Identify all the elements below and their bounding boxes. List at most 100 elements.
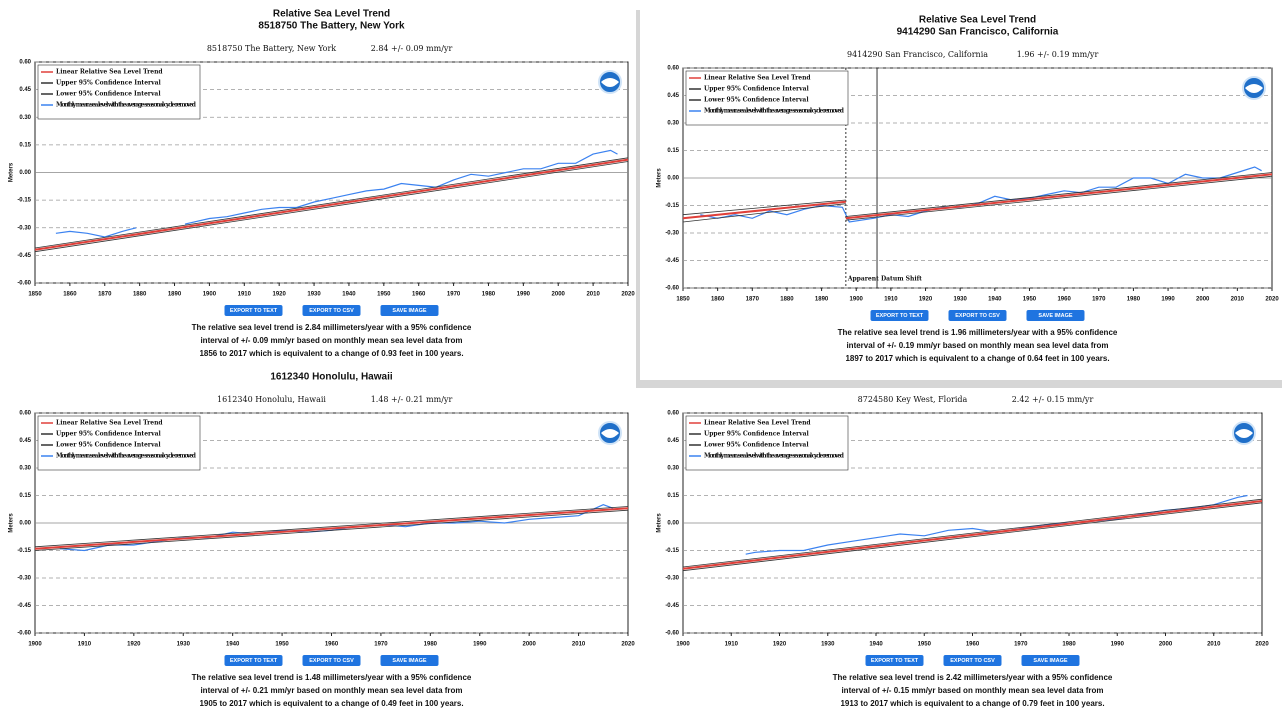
legend-label: Upper 95% Confidence Interval [56, 431, 162, 438]
button-label[interactable]: EXPORT TO CSV [309, 308, 354, 314]
button[interactable] [302, 655, 361, 666]
caption: The relative sea level trend is 1.96 mil… [838, 328, 1118, 337]
chart-subtitle: 9414290 San Francisco, California [897, 27, 1059, 38]
y-tick-label: -0.15 [17, 548, 31, 554]
caption: 1913 to 2017 which is equivalent to a ch… [840, 699, 1104, 708]
x-tick-label: 1990 [473, 642, 487, 648]
x-tick-label: 2000 [552, 292, 566, 298]
plot-title: 9414290 San Francisco, California [847, 50, 988, 59]
y-tick-label: -0.45 [665, 603, 679, 609]
y-axis-label: Meters [657, 513, 663, 533]
x-tick-label: 2020 [1265, 297, 1279, 303]
x-tick-label: 1960 [412, 292, 426, 298]
y-tick-label: 0.60 [19, 411, 31, 417]
legend-label: Upper 95% Confidence Interval [56, 80, 162, 87]
x-tick-label: 1950 [1023, 297, 1037, 303]
trend-line [34, 157, 629, 249]
button-label[interactable]: SAVE IMAGE [1033, 658, 1067, 664]
legend-label: Lower 95% Confidence Interval [704, 442, 809, 449]
legend-label: Upper 95% Confidence Interval [704, 431, 810, 438]
x-tick-label: 2020 [621, 292, 635, 298]
y-tick-label: -0.60 [17, 281, 31, 287]
button-label[interactable]: SAVE IMAGE [392, 308, 426, 314]
x-tick-label: 1940 [226, 642, 240, 648]
rate: 2.42 +/- 0.15 mm/yr [1012, 395, 1094, 404]
rate: 1.48 +/- 0.21 mm/yr [371, 395, 453, 404]
y-axis-label: Meters [657, 168, 663, 188]
caption: 1897 to 2017 which is equivalent to a ch… [845, 354, 1109, 363]
legend [37, 415, 201, 471]
button-label[interactable]: EXPORT TO CSV [950, 658, 995, 664]
legend-label: Monthly mean sea level with the average … [704, 108, 845, 115]
caption: The relative sea level trend is 2.84 mil… [192, 323, 472, 332]
trend-line [682, 173, 1273, 220]
button[interactable] [1021, 655, 1080, 666]
button[interactable] [380, 655, 439, 666]
y-tick-label: 0.30 [667, 466, 679, 472]
caption: interval of +/- 0.15 mm/yr based on mont… [841, 686, 1103, 695]
plot-title: 8518750 The Battery, New York [207, 44, 336, 53]
button[interactable] [224, 655, 283, 666]
button-label[interactable]: EXPORT TO TEXT [871, 658, 919, 664]
button-label[interactable]: SAVE IMAGE [1038, 313, 1072, 319]
x-tick-label: 2020 [1255, 642, 1269, 648]
noaa-logo-bird [1245, 84, 1263, 93]
button[interactable] [948, 310, 1007, 321]
button[interactable] [224, 305, 283, 316]
button-label[interactable]: EXPORT TO CSV [309, 658, 354, 664]
y-tick-label: 0.45 [19, 438, 31, 444]
x-tick-label: 1970 [374, 642, 388, 648]
button-label[interactable]: EXPORT TO TEXT [230, 658, 278, 664]
x-tick-label: 1980 [1062, 642, 1076, 648]
trend-line [34, 158, 629, 251]
y-tick-label: 0.45 [667, 93, 679, 99]
x-tick-label: 1850 [676, 297, 690, 303]
button[interactable] [1026, 310, 1085, 321]
button[interactable] [943, 655, 1002, 666]
y-tick-label: -0.60 [17, 631, 31, 637]
x-tick-label: 1990 [1111, 642, 1125, 648]
y-tick-label: 0.30 [19, 115, 31, 121]
y-tick-label: 0.45 [19, 87, 31, 93]
noaa-logo-bird [1235, 429, 1253, 438]
y-tick-label: 0.60 [19, 60, 31, 66]
x-tick-label: 2000 [522, 642, 536, 648]
button-label[interactable]: EXPORT TO TEXT [230, 308, 278, 314]
y-tick-label: 0.15 [19, 493, 31, 499]
x-tick-label: 1980 [482, 292, 496, 298]
caption: The relative sea level trend is 1.48 mil… [192, 673, 472, 682]
x-tick-label: 1930 [307, 292, 321, 298]
button[interactable] [380, 305, 439, 316]
chart-panel: 1612340 Honolulu, Hawaii 1612340 Honolulu… [0, 368, 640, 713]
legend-label: Linear Relative Sea Level Trend [56, 69, 163, 76]
y-tick-label: -0.45 [17, 253, 31, 259]
x-tick-label: 2020 [621, 642, 635, 648]
button[interactable] [302, 305, 361, 316]
x-tick-label: 2010 [572, 642, 586, 648]
noaa-logo-bird [601, 78, 619, 87]
button[interactable] [865, 655, 924, 666]
button-label[interactable]: EXPORT TO TEXT [876, 313, 924, 319]
chart-panel: 8724580 Key West, Florida 2.42 +/- 0.15 m… [640, 385, 1282, 713]
trend-line [34, 161, 629, 253]
x-tick-label: 1910 [884, 297, 898, 303]
button[interactable] [870, 310, 929, 321]
legend-label: Upper 95% Confidence Interval [704, 86, 810, 93]
legend-label: Linear Relative Sea Level Trend [704, 75, 811, 82]
x-tick-label: 1960 [325, 642, 339, 648]
y-tick-label: -0.45 [17, 603, 31, 609]
button-label[interactable]: EXPORT TO CSV [955, 313, 1000, 319]
caption: interval of +/- 0.19 mm/yr based on mont… [846, 341, 1108, 350]
rate: 1.96 +/- 0.19 mm/yr [1017, 50, 1099, 59]
x-tick-label: 1900 [676, 642, 690, 648]
x-tick-label: 1930 [177, 642, 191, 648]
x-tick-label: 2010 [1207, 642, 1221, 648]
button-label[interactable]: SAVE IMAGE [392, 658, 426, 664]
trend-line [34, 506, 629, 548]
x-tick-label: 1960 [1057, 297, 1071, 303]
x-tick-label: 1890 [168, 292, 182, 298]
legend-label: Monthly mean sea level with the average … [56, 453, 197, 460]
chart-title: Relative Sea Level Trend [919, 15, 1036, 26]
legend [685, 415, 849, 471]
y-tick-label: 0.00 [19, 170, 31, 176]
